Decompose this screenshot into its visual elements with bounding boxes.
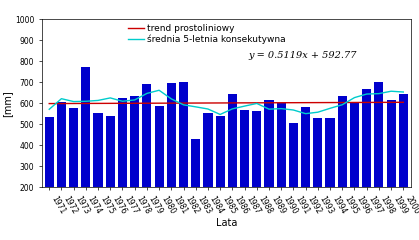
Bar [155, 106, 164, 229]
Bar [240, 109, 249, 229]
Bar [45, 117, 54, 229]
Bar [326, 118, 335, 229]
Bar [252, 111, 261, 229]
Bar [399, 94, 408, 229]
Bar [228, 94, 237, 229]
Bar [313, 118, 322, 229]
Bar [301, 107, 310, 229]
Bar [118, 98, 127, 229]
Bar [374, 82, 383, 229]
Bar [167, 83, 176, 229]
Legend: trend prostoliniowy, średnia 5-letnia konsekutywna: trend prostoliniowy, średnia 5-letnia ko… [127, 24, 286, 44]
Bar [57, 102, 66, 229]
Y-axis label: [mm]: [mm] [2, 90, 12, 117]
Bar [69, 108, 78, 229]
Text: y = 0.5119x + 592.77: y = 0.5119x + 592.77 [248, 51, 357, 60]
Bar [386, 100, 396, 229]
Bar [362, 89, 371, 229]
Bar [216, 116, 225, 229]
Bar [93, 113, 103, 229]
Bar [191, 139, 200, 229]
Bar [142, 84, 152, 229]
Bar [277, 103, 286, 229]
X-axis label: Lata: Lata [215, 217, 237, 228]
Bar [264, 100, 274, 229]
Bar [338, 96, 347, 229]
Bar [81, 67, 91, 229]
Bar [179, 82, 188, 229]
Bar [289, 123, 298, 229]
Bar [106, 116, 115, 229]
Bar [203, 114, 212, 229]
Bar [350, 103, 359, 229]
Bar [130, 96, 139, 229]
